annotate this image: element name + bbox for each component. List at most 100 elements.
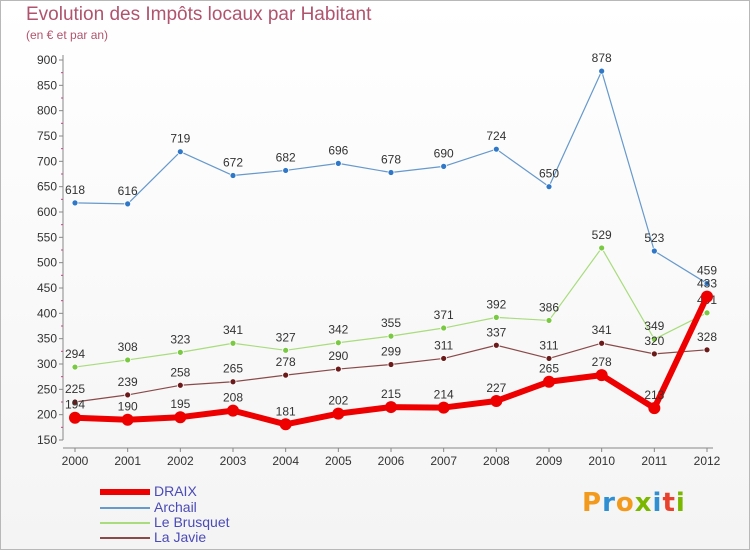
- legend-swatch-draix: [100, 489, 150, 495]
- legend-swatch-la-javie: [100, 537, 150, 539]
- data-label-draix: 227: [486, 381, 506, 395]
- data-point-draix: [648, 402, 661, 415]
- data-label-draix: 278: [592, 355, 612, 369]
- x-tick-label: 2005: [325, 454, 352, 468]
- data-label-draix: 208: [223, 391, 243, 405]
- y-tick-label: 750: [37, 129, 57, 143]
- data-point-draix: [174, 411, 187, 424]
- data-label-la-javie: 328: [697, 330, 717, 344]
- data-label-la-javie: 311: [539, 338, 558, 352]
- data-point-draix: [279, 418, 292, 431]
- data-point-archail: [282, 167, 290, 174]
- data-point-le-brusquet: [492, 313, 500, 321]
- data-label-la-javie: 258: [170, 365, 190, 379]
- y-tick-label: 900: [37, 53, 57, 67]
- data-point-la-javie: [440, 355, 448, 362]
- data-point-la-javie: [387, 361, 395, 368]
- data-point-la-javie: [176, 381, 184, 389]
- data-point-draix: [332, 407, 345, 420]
- y-tick-label: 850: [37, 78, 57, 92]
- data-point-archail: [387, 169, 395, 176]
- data-point-archail: [440, 162, 448, 170]
- y-tick-label: 700: [37, 154, 57, 168]
- chart-title: Evolution des Impôts locaux par Habitant: [26, 4, 372, 25]
- x-tick-label: 2000: [62, 454, 89, 468]
- data-point-archail: [545, 183, 553, 191]
- data-label-draix: 181: [276, 404, 296, 418]
- data-point-draix: [227, 404, 239, 417]
- data-label-archail: 682: [276, 150, 296, 164]
- data-label-le-brusquet: 342: [328, 323, 348, 337]
- data-label-le-brusquet: 327: [276, 330, 296, 344]
- y-tick-label: 400: [37, 306, 57, 320]
- x-tick-label: 2010: [588, 454, 615, 468]
- data-label-archail: 696: [328, 143, 348, 157]
- data-label-archail: 459: [697, 263, 717, 277]
- series-line-archail: [74, 70, 708, 284]
- y-tick-label: 200: [37, 408, 57, 422]
- data-point-la-javie: [282, 371, 290, 379]
- data-point-draix: [490, 394, 503, 407]
- data-point-archail: [334, 159, 342, 167]
- data-point-archail: [492, 145, 500, 153]
- data-label-le-brusquet: 294: [65, 347, 85, 361]
- legend-label-draix: DRAIX: [154, 483, 197, 499]
- data-point-la-javie: [598, 339, 606, 347]
- data-point-la-javie: [650, 350, 658, 358]
- legend-item-archail: Archail: [100, 499, 360, 516]
- x-tick-label: 2011: [641, 454, 667, 468]
- y-tick-label: 300: [37, 357, 57, 371]
- y-tick-label: 600: [37, 205, 57, 219]
- legend-item-le-brusquet: Le Brusquet: [100, 514, 360, 531]
- data-point-draix: [437, 401, 450, 414]
- data-label-la-javie: 225: [65, 382, 85, 396]
- data-label-draix: 214: [434, 388, 454, 402]
- data-label-archail: 618: [65, 183, 85, 197]
- data-point-draix: [595, 369, 608, 382]
- data-point-la-javie: [492, 341, 500, 349]
- legend-label-archail: Archail: [154, 499, 197, 515]
- data-point-draix: [543, 375, 555, 388]
- logo-letter: o: [615, 488, 635, 518]
- data-point-archail: [176, 148, 184, 156]
- data-label-archail: 678: [381, 152, 401, 166]
- legend-item-la-javie: La Javie: [100, 529, 360, 546]
- data-label-draix: 213: [644, 388, 664, 402]
- legend-swatch-archail: [100, 507, 150, 509]
- data-label-le-brusquet: 341: [223, 323, 243, 337]
- data-label-le-brusquet: 371: [434, 308, 454, 322]
- chart-subtitle: (en € et par an): [26, 28, 109, 42]
- data-point-le-brusquet: [229, 339, 237, 347]
- data-point-le-brusquet: [440, 324, 448, 332]
- x-tick-label: 2006: [378, 454, 405, 468]
- data-point-le-brusquet: [650, 335, 658, 343]
- x-tick-label: 2003: [220, 454, 247, 468]
- data-label-draix: 215: [381, 387, 401, 401]
- logo-letter: x: [634, 488, 653, 518]
- data-label-la-javie: 278: [276, 355, 296, 369]
- logo-letter: P: [582, 488, 603, 518]
- data-label-le-brusquet: 386: [539, 300, 559, 314]
- data-label-le-brusquet: 308: [118, 340, 138, 354]
- data-label-la-javie: 320: [644, 334, 664, 348]
- data-label-draix: 202: [328, 394, 348, 408]
- data-label-la-javie: 299: [381, 345, 401, 359]
- y-tick-label: 800: [37, 104, 57, 118]
- x-tick-label: 2002: [167, 454, 194, 468]
- data-point-archail: [71, 199, 79, 207]
- data-label-archail: 523: [644, 231, 664, 245]
- data-label-la-javie: 239: [118, 375, 138, 389]
- data-label-la-javie: 265: [223, 362, 243, 376]
- data-label-draix: 190: [118, 400, 138, 414]
- data-label-le-brusquet: 349: [644, 319, 664, 333]
- legend-label-le-brusquet: Le Brusquet: [154, 514, 230, 530]
- y-tick-label: 450: [37, 281, 57, 295]
- data-point-la-javie: [703, 346, 711, 354]
- data-label-draix: 433: [697, 277, 717, 291]
- data-label-archail: 616: [118, 184, 138, 198]
- data-label-draix: 194: [65, 398, 85, 412]
- data-point-le-brusquet: [71, 363, 79, 371]
- y-tick-label: 650: [37, 180, 57, 194]
- data-point-le-brusquet: [176, 348, 184, 356]
- data-point-la-javie: [71, 398, 79, 406]
